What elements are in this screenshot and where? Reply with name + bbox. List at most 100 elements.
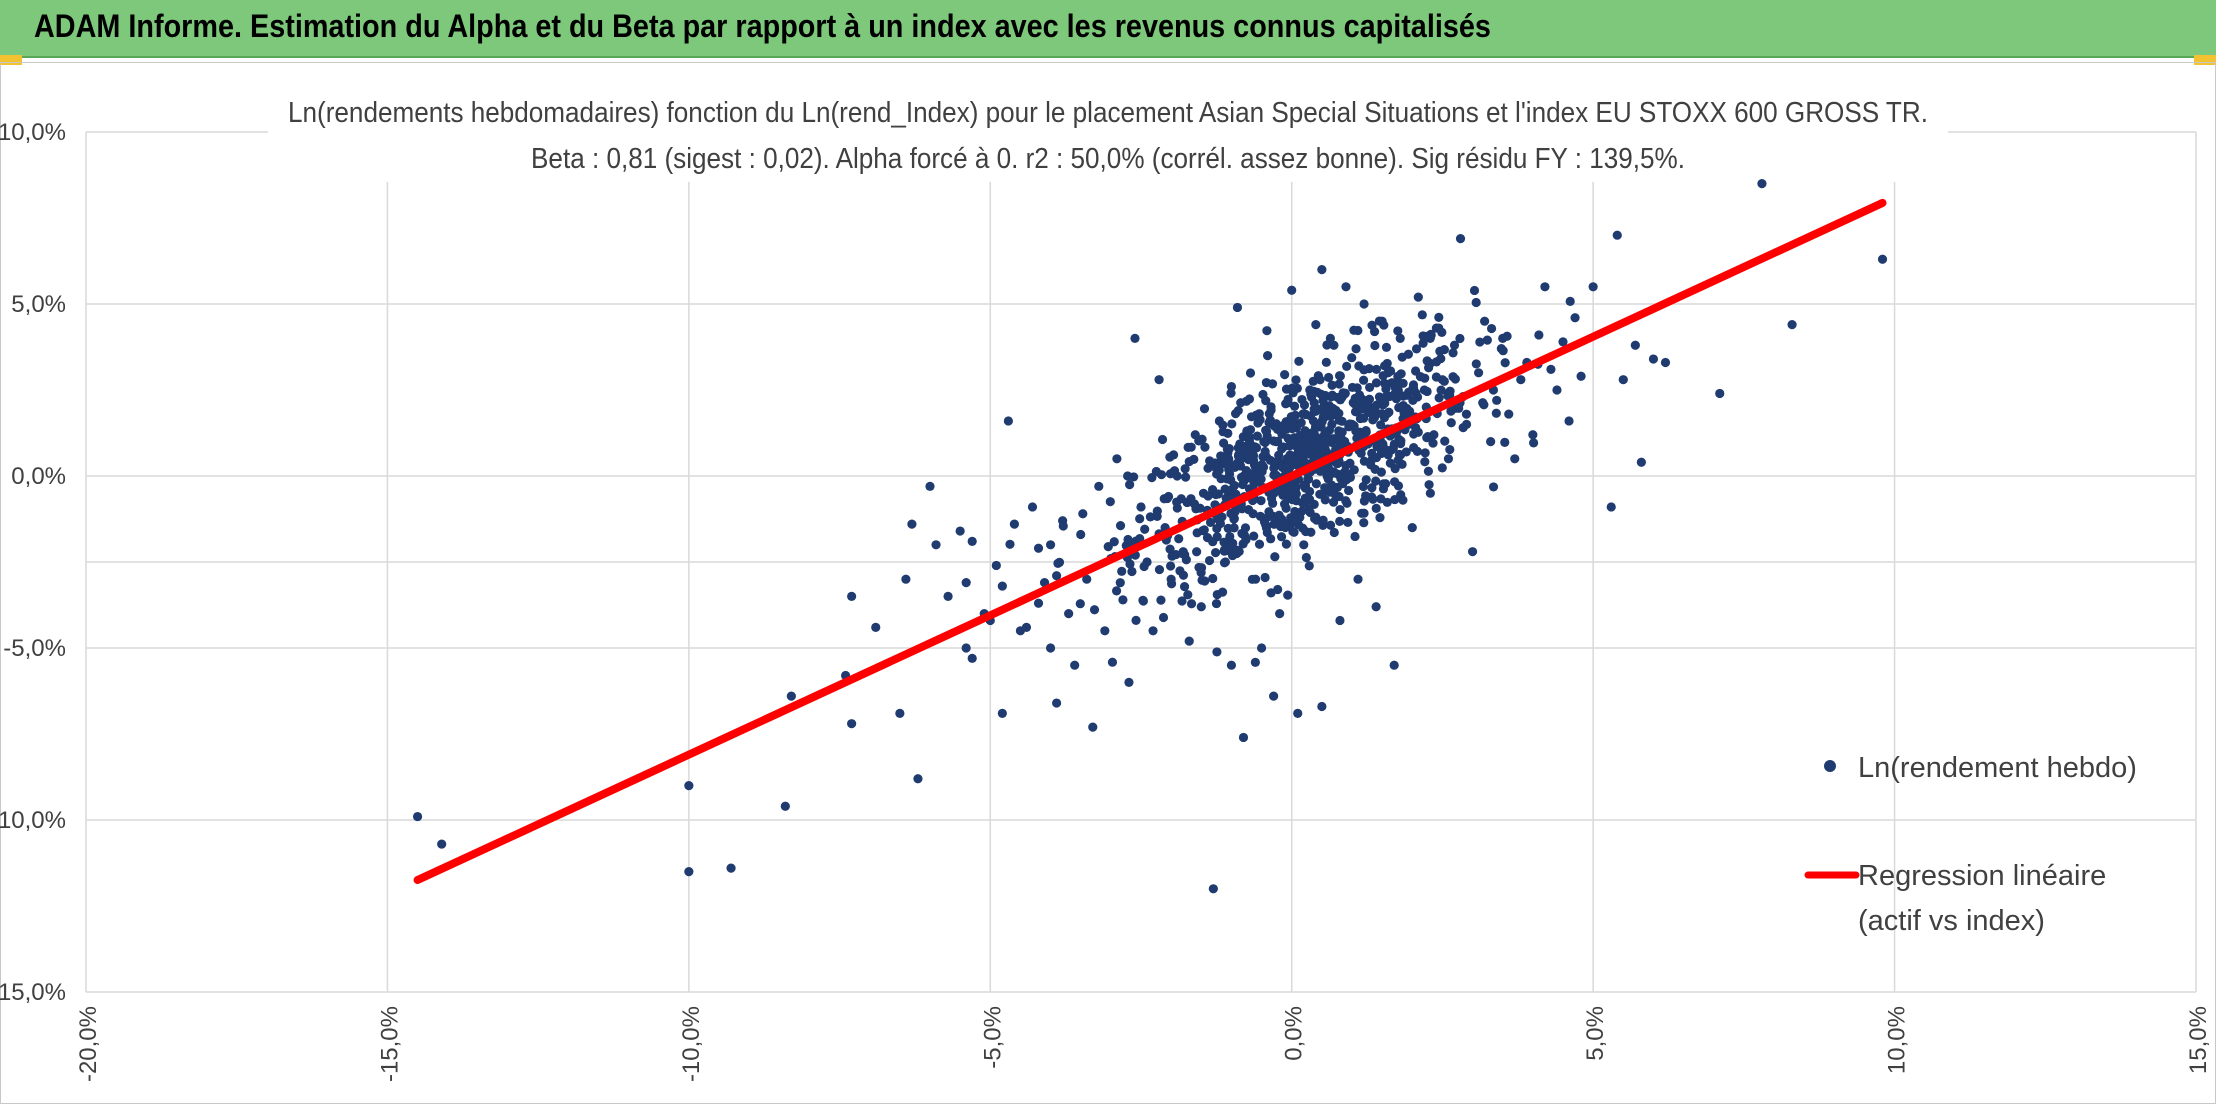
data-point bbox=[1135, 514, 1145, 524]
title-backdrop bbox=[268, 92, 1948, 182]
data-point bbox=[1413, 292, 1423, 302]
data-point bbox=[1115, 521, 1126, 531]
data-point bbox=[1221, 493, 1231, 503]
data-point bbox=[1434, 312, 1444, 322]
data-point bbox=[1064, 609, 1074, 619]
data-point bbox=[1362, 399, 1372, 410]
data-point bbox=[1359, 518, 1369, 528]
data-point bbox=[1394, 389, 1404, 400]
data-point bbox=[1304, 561, 1314, 571]
data-point bbox=[1564, 416, 1574, 426]
data-point bbox=[1283, 398, 1293, 408]
data-point bbox=[1576, 371, 1586, 381]
data-point bbox=[1376, 467, 1386, 477]
data-point bbox=[1660, 357, 1671, 368]
data-point bbox=[1418, 338, 1428, 348]
data-point bbox=[1437, 463, 1447, 473]
data-point bbox=[1184, 457, 1194, 467]
data-point bbox=[1370, 340, 1380, 351]
data-point bbox=[1311, 320, 1321, 330]
data-point bbox=[1382, 497, 1392, 507]
corner-marker-right bbox=[2194, 55, 2216, 65]
data-point bbox=[1315, 375, 1325, 385]
data-point bbox=[1033, 543, 1044, 553]
data-point bbox=[1210, 548, 1221, 558]
data-point bbox=[1319, 400, 1329, 411]
data-point bbox=[1458, 423, 1468, 433]
x-tick-label: 15,0% bbox=[2185, 1006, 2212, 1074]
line-layer bbox=[413, 198, 1887, 885]
data-point bbox=[1425, 488, 1435, 498]
data-point bbox=[1423, 466, 1434, 476]
data-point bbox=[1277, 429, 1287, 439]
data-point bbox=[1275, 609, 1285, 619]
data-point bbox=[1279, 499, 1290, 509]
data-point bbox=[1612, 230, 1622, 240]
data-point bbox=[1088, 722, 1098, 732]
legend-label-points: Ln(rendement hebdo) bbox=[1858, 752, 2137, 784]
data-point bbox=[1115, 578, 1125, 588]
data-point bbox=[1345, 472, 1356, 482]
data-point bbox=[1229, 523, 1239, 533]
data-point bbox=[1454, 403, 1464, 413]
data-point bbox=[1318, 412, 1328, 422]
data-point bbox=[1558, 337, 1568, 347]
data-point bbox=[1377, 409, 1387, 419]
data-point bbox=[1303, 504, 1314, 514]
data-point bbox=[1308, 416, 1318, 426]
x-tick-label: 10,0% bbox=[1884, 1006, 1911, 1074]
data-point bbox=[1210, 458, 1220, 468]
data-point bbox=[1480, 316, 1490, 326]
data-point bbox=[1127, 566, 1137, 577]
data-point bbox=[1345, 419, 1355, 429]
data-point bbox=[1261, 523, 1272, 533]
data-point bbox=[1166, 579, 1177, 589]
data-point bbox=[1112, 454, 1122, 464]
data-point bbox=[1467, 547, 1478, 557]
data-point bbox=[1183, 590, 1193, 600]
data-point bbox=[1218, 427, 1228, 437]
data-point bbox=[1352, 383, 1362, 393]
data-point bbox=[437, 839, 447, 849]
data-point bbox=[1297, 394, 1307, 405]
data-point bbox=[1359, 365, 1369, 375]
data-point bbox=[1233, 443, 1243, 453]
data-point bbox=[1163, 491, 1174, 502]
data-point bbox=[1194, 436, 1204, 446]
data-point bbox=[1398, 378, 1408, 388]
data-point bbox=[1226, 508, 1236, 519]
data-point bbox=[1219, 558, 1230, 568]
data-point bbox=[1289, 527, 1299, 537]
data-point bbox=[1408, 395, 1418, 405]
data-point bbox=[1327, 390, 1337, 400]
data-point bbox=[1287, 285, 1297, 295]
data-point bbox=[1435, 346, 1445, 356]
data-point bbox=[1179, 582, 1190, 592]
data-point bbox=[1136, 502, 1146, 512]
data-point bbox=[1461, 409, 1472, 419]
y-tick-label: 5,0% bbox=[11, 291, 66, 318]
data-point bbox=[1273, 485, 1283, 496]
data-point bbox=[1371, 476, 1381, 486]
data-point bbox=[1263, 351, 1273, 361]
data-point bbox=[1281, 539, 1291, 549]
data-point bbox=[1504, 409, 1514, 419]
data-point bbox=[1588, 282, 1598, 292]
data-point bbox=[1322, 471, 1332, 481]
data-point bbox=[1334, 379, 1344, 389]
data-point bbox=[1220, 459, 1231, 469]
x-tick-label: -5,0% bbox=[979, 1006, 1006, 1069]
data-point bbox=[1443, 454, 1454, 464]
data-point bbox=[1491, 408, 1501, 418]
corner-marker-left bbox=[0, 55, 22, 65]
data-point bbox=[1184, 636, 1194, 646]
data-point bbox=[1349, 465, 1359, 475]
data-point bbox=[1238, 479, 1248, 490]
data-point bbox=[1434, 393, 1444, 403]
data-point bbox=[1228, 538, 1238, 548]
data-point bbox=[1125, 480, 1135, 490]
data-point bbox=[1154, 564, 1165, 575]
data-point bbox=[1469, 285, 1480, 296]
data-point bbox=[1371, 378, 1382, 388]
